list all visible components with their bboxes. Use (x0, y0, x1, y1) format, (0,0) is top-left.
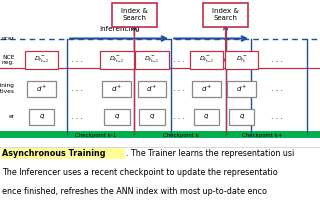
Text: $D^-_{f_{k-1}}$: $D^-_{f_{k-1}}$ (144, 55, 160, 65)
FancyBboxPatch shape (192, 81, 221, 97)
Text: Checkpoint k+: Checkpoint k+ (242, 133, 283, 138)
Text: . . .: . . . (173, 112, 185, 121)
FancyBboxPatch shape (29, 109, 54, 125)
Text: $D^-_{f_{k-2}}$: $D^-_{f_{k-2}}$ (34, 55, 49, 65)
Text: ence finished, refreshes the ANN index with most up-to-date enco: ence finished, refreshes the ANN index w… (2, 187, 267, 196)
FancyBboxPatch shape (135, 51, 169, 69)
Text: . . .: . . . (71, 55, 83, 64)
FancyBboxPatch shape (229, 109, 254, 125)
FancyBboxPatch shape (190, 51, 223, 69)
Text: . The Trainer learns the representation usi: . The Trainer learns the representation … (126, 149, 295, 158)
Text: . . .: . . . (271, 84, 283, 93)
Text: The Inferencer uses a recent checkpoint to update the representatio: The Inferencer uses a recent checkpoint … (2, 168, 278, 177)
FancyBboxPatch shape (138, 81, 166, 97)
Text: $q$: $q$ (114, 112, 120, 121)
Text: Inferencing: Inferencing (99, 26, 140, 32)
Text: $d^+$: $d^+$ (146, 84, 158, 94)
FancyBboxPatch shape (225, 51, 259, 69)
FancyBboxPatch shape (104, 109, 130, 125)
Text: ncer: ncer (1, 36, 14, 41)
Text: $D^-_{f_{k}}$: $D^-_{f_{k}}$ (236, 55, 247, 65)
Text: $q$: $q$ (149, 112, 155, 121)
Text: Index &
Search: Index & Search (121, 9, 148, 21)
Text: . . .: . . . (173, 55, 185, 64)
Text: $D^-_{f_{k-1}}$: $D^-_{f_{k-1}}$ (199, 55, 214, 65)
Text: $d^+$: $d^+$ (36, 84, 47, 94)
Text: $d^+$: $d^+$ (236, 84, 247, 94)
Text: $D^-_{f_{k-2}}$: $D^-_{f_{k-2}}$ (109, 55, 124, 65)
Text: . . .: . . . (173, 84, 185, 93)
FancyBboxPatch shape (100, 51, 134, 69)
FancyBboxPatch shape (1, 148, 125, 159)
Text: Asynchronous Training: Asynchronous Training (2, 149, 105, 158)
Text: . . .: . . . (71, 112, 83, 121)
Text: Index &
Search: Index & Search (212, 9, 239, 21)
Text: er: er (8, 114, 14, 119)
FancyBboxPatch shape (25, 51, 58, 69)
Text: $q$: $q$ (38, 112, 45, 121)
FancyBboxPatch shape (27, 81, 56, 97)
FancyBboxPatch shape (227, 81, 256, 97)
FancyBboxPatch shape (139, 109, 165, 125)
Text: $d^+$: $d^+$ (201, 84, 212, 94)
Text: . . .: . . . (271, 112, 283, 121)
FancyBboxPatch shape (194, 109, 219, 125)
Text: $d^+$: $d^+$ (111, 84, 123, 94)
Text: aining
sitives: aining sitives (0, 83, 14, 94)
Text: Checkpoint k: Checkpoint k (163, 133, 199, 138)
FancyBboxPatch shape (102, 81, 131, 97)
Text: . . .: . . . (71, 84, 83, 93)
FancyBboxPatch shape (112, 3, 157, 27)
Text: $q$: $q$ (238, 112, 245, 121)
Text: Checkpoint k-1: Checkpoint k-1 (75, 133, 117, 138)
Text: $q$: $q$ (203, 112, 210, 121)
Text: . . .: . . . (271, 55, 283, 64)
FancyBboxPatch shape (203, 3, 248, 27)
Text: NCE
neg.: NCE neg. (1, 55, 14, 65)
